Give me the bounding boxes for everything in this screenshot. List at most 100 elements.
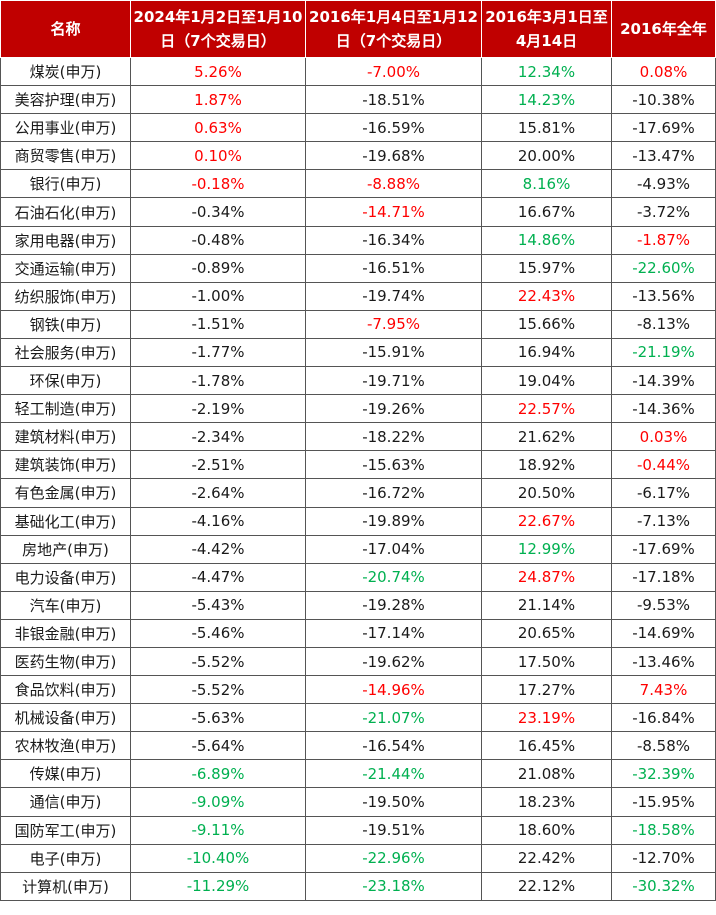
industry-name-cell: 环保(申万) xyxy=(0,366,131,396)
return-value-cell: 21.14% xyxy=(481,590,612,620)
table-row: 轻工制造(申万) -2.19% -19.26% 22.57% -14.36% xyxy=(0,394,716,424)
return-value-cell: 14.86% xyxy=(481,225,612,255)
return-value-cell: -21.44% xyxy=(305,759,482,789)
return-value-cell: -7.95% xyxy=(305,309,482,339)
industry-name-cell: 电力设备(申万) xyxy=(0,562,131,592)
industry-name-cell: 交通运输(申万) xyxy=(0,253,131,283)
return-value-cell: -17.04% xyxy=(305,534,482,564)
return-value-cell: 0.10% xyxy=(130,141,306,171)
return-value-cell: -1.51% xyxy=(130,309,306,339)
return-value-cell: 15.66% xyxy=(481,309,612,339)
industry-name-cell: 美容护理(申万) xyxy=(0,85,131,115)
return-value-cell: -12.70% xyxy=(611,843,716,873)
return-value-cell: -14.69% xyxy=(611,618,716,648)
industry-name-cell: 计算机(申万) xyxy=(0,871,131,901)
return-value-cell: 17.50% xyxy=(481,646,612,677)
return-value-cell: -5.52% xyxy=(130,675,306,705)
return-value-cell: -9.53% xyxy=(611,590,716,620)
return-value-cell: 15.81% xyxy=(481,113,612,143)
table-row: 社会服务(申万) -1.77% -15.91% 16.94% -21.19% xyxy=(0,337,716,368)
return-value-cell: -1.78% xyxy=(130,366,306,396)
return-value-cell: 22.42% xyxy=(481,843,612,873)
return-value-cell: 24.87% xyxy=(481,562,612,592)
return-value-cell: -4.93% xyxy=(611,169,716,199)
table-row: 机械设备(申万) -5.63% -21.07% 23.19% -16.84% xyxy=(0,703,716,733)
return-value-cell: -19.28% xyxy=(305,590,482,620)
return-value-cell: -19.89% xyxy=(305,506,482,536)
return-value-cell: -15.63% xyxy=(305,450,482,480)
return-value-cell: 18.60% xyxy=(481,815,612,845)
return-value-cell: -14.71% xyxy=(305,197,482,227)
return-value-cell: 8.16% xyxy=(481,169,612,199)
return-value-cell: -0.48% xyxy=(130,225,306,255)
return-value-cell: -17.69% xyxy=(611,113,716,143)
return-value-cell: -2.64% xyxy=(130,478,306,508)
return-value-cell: -1.00% xyxy=(130,281,306,311)
industry-name-cell: 电子(申万) xyxy=(0,843,131,873)
table-row: 传媒(申万) -6.89% -21.44% 21.08% -32.39% xyxy=(0,759,716,789)
table-row: 基础化工(申万) -4.16% -19.89% 22.67% -7.13% xyxy=(0,506,716,536)
return-value-cell: -17.14% xyxy=(305,618,482,648)
return-value-cell: -4.47% xyxy=(130,562,306,592)
table-row: 汽车(申万) -5.43% -19.28% 21.14% -9.53% xyxy=(0,590,716,620)
return-value-cell: -14.39% xyxy=(611,366,716,396)
table-row: 美容护理(申万) 1.87% -18.51% 14.23% -10.38% xyxy=(0,85,716,115)
industry-name-cell: 建筑装饰(申万) xyxy=(0,450,131,480)
industry-name-cell: 医药生物(申万) xyxy=(0,646,131,677)
industry-name-cell: 非银金融(申万) xyxy=(0,618,131,648)
return-value-cell: -21.19% xyxy=(611,337,716,368)
return-value-cell: -22.60% xyxy=(611,253,716,283)
industry-name-cell: 社会服务(申万) xyxy=(0,337,131,368)
return-value-cell: -14.36% xyxy=(611,394,716,424)
return-value-cell: 17.27% xyxy=(481,675,612,705)
industry-name-cell: 农林牧渔(申万) xyxy=(0,731,131,761)
industry-name-cell: 房地产(申万) xyxy=(0,534,131,564)
return-value-cell: 12.34% xyxy=(481,56,612,87)
return-value-cell: 16.94% xyxy=(481,337,612,368)
return-value-cell: 0.03% xyxy=(611,422,716,452)
table-row: 国防军工(申万) -9.11% -19.51% 18.60% -18.58% xyxy=(0,815,716,845)
table-row: 交通运输(申万) -0.89% -16.51% 15.97% -22.60% xyxy=(0,253,716,283)
table-row: 纺织服饰(申万) -1.00% -19.74% 22.43% -13.56% xyxy=(0,281,716,311)
return-value-cell: 22.57% xyxy=(481,394,612,424)
industry-name-cell: 传媒(申万) xyxy=(0,759,131,789)
return-value-cell: -11.29% xyxy=(130,871,306,901)
table-row: 医药生物(申万) -5.52% -19.62% 17.50% -13.46% xyxy=(0,646,716,677)
return-value-cell: -9.11% xyxy=(130,815,306,845)
return-value-cell: -15.91% xyxy=(305,337,482,368)
return-value-cell: -16.72% xyxy=(305,478,482,508)
header-period-2016-mar-apr: 2016年3月1日至4月14日 xyxy=(481,0,612,58)
table-row: 银行(申万) -0.18% -8.88% 8.16% -4.93% xyxy=(0,169,716,199)
table-row: 通信(申万) -9.09% -19.50% 18.23% -15.95% xyxy=(0,787,716,817)
return-value-cell: -0.18% xyxy=(130,169,306,199)
return-value-cell: -19.68% xyxy=(305,141,482,171)
return-value-cell: -1.77% xyxy=(130,337,306,368)
return-value-cell: -22.96% xyxy=(305,843,482,873)
header-period-2016-jan: 2016年1月4日至1月12日（7个交易日） xyxy=(305,0,482,58)
industry-name-cell: 国防军工(申万) xyxy=(0,815,131,845)
return-value-cell: 16.45% xyxy=(481,731,612,761)
industry-name-cell: 商贸零售(申万) xyxy=(0,141,131,171)
table-row: 非银金融(申万) -5.46% -17.14% 20.65% -14.69% xyxy=(0,618,716,648)
return-value-cell: -17.18% xyxy=(611,562,716,592)
return-value-cell: 22.43% xyxy=(481,281,612,311)
return-value-cell: -19.62% xyxy=(305,646,482,677)
industry-name-cell: 有色金属(申万) xyxy=(0,478,131,508)
header-period-2016-full-year: 2016年全年 xyxy=(611,0,716,58)
table-row: 建筑材料(申万) -2.34% -18.22% 21.62% 0.03% xyxy=(0,422,716,452)
table-row: 钢铁(申万) -1.51% -7.95% 15.66% -8.13% xyxy=(0,309,716,339)
return-value-cell: -23.18% xyxy=(305,871,482,901)
return-value-cell: -5.46% xyxy=(130,618,306,648)
return-value-cell: -8.13% xyxy=(611,309,716,339)
table-row: 环保(申万) -1.78% -19.71% 19.04% -14.39% xyxy=(0,366,716,396)
header-name: 名称 xyxy=(0,0,131,58)
return-value-cell: -2.19% xyxy=(130,394,306,424)
return-value-cell: 20.00% xyxy=(481,141,612,171)
return-value-cell: -5.52% xyxy=(130,646,306,677)
return-value-cell: -18.22% xyxy=(305,422,482,452)
table-row: 计算机(申万) -11.29% -23.18% 22.12% -30.32% xyxy=(0,871,716,901)
industry-name-cell: 汽车(申万) xyxy=(0,590,131,620)
table-row: 家用电器(申万) -0.48% -16.34% 14.86% -1.87% xyxy=(0,225,716,255)
return-value-cell: -3.72% xyxy=(611,197,716,227)
